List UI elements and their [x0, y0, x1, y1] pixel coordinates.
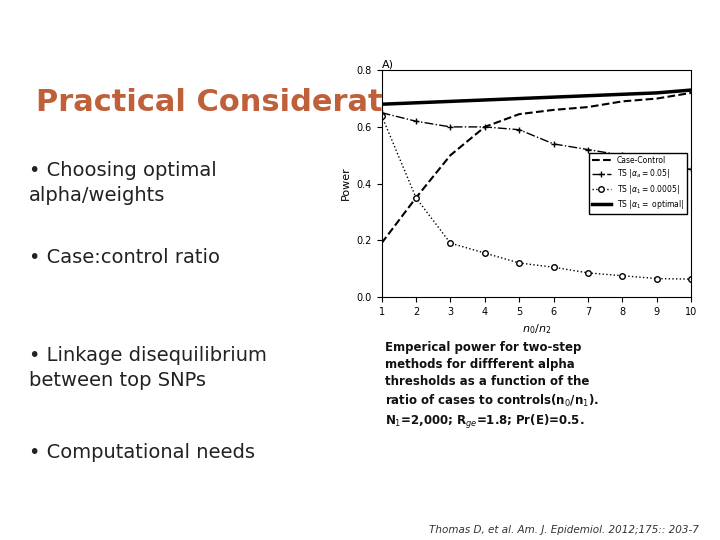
Text: Practical Considerations: Practical Considerations	[36, 88, 454, 117]
X-axis label: $n_0/n_2$: $n_0/n_2$	[522, 322, 551, 336]
Text: A): A)	[382, 59, 394, 70]
Text: Emperical power for two-step
methods for diffferent alpha
thresholds as a functi: Emperical power for two-step methods for…	[385, 341, 599, 431]
TS $|\alpha_1=$ optimal$|$	[652, 90, 661, 96]
Case-Control	[412, 194, 420, 201]
TS $|\alpha_1=$ optimal$|$	[412, 99, 420, 106]
TS $|\alpha_a= 0.05|$	[687, 166, 696, 173]
TS $|\alpha_a= 0.05|$	[584, 146, 593, 153]
Line: TS $|\alpha_a= 0.05|$: TS $|\alpha_a= 0.05|$	[378, 109, 695, 173]
TS $|\alpha_1=$ optimal$|$	[515, 95, 523, 102]
TS $|\alpha_1=$ optimal$|$	[618, 91, 626, 98]
TS $|\alpha_a= 0.05|$	[412, 118, 420, 125]
TS $|\alpha_1= 0.0005|$	[377, 112, 386, 119]
TS $|\alpha_1= 0.0005|$	[549, 264, 558, 271]
TS $|\alpha_a= 0.05|$	[377, 110, 386, 116]
TS $|\alpha_a= 0.05|$	[618, 152, 626, 159]
Text: • Linkage disequilibrium
between top SNPs: • Linkage disequilibrium between top SNP…	[29, 346, 266, 389]
TS $|\alpha_1=$ optimal$|$	[377, 101, 386, 107]
Case-Control	[549, 106, 558, 113]
Line: TS $|\alpha_1=$ optimal$|$: TS $|\alpha_1=$ optimal$|$	[382, 90, 691, 104]
TS $|\alpha_1= 0.0005|$	[446, 240, 455, 246]
Line: Case-Control: Case-Control	[382, 93, 691, 243]
Y-axis label: Power: Power	[341, 167, 351, 200]
TS $|\alpha_1= 0.0005|$	[412, 194, 420, 201]
Case-Control	[687, 90, 696, 96]
Text: Thomas D, et al. Am. J. Epidemiol. 2012;175:: 203-7: Thomas D, et al. Am. J. Epidemiol. 2012;…	[428, 525, 698, 535]
Case-Control	[515, 111, 523, 117]
TS $|\alpha_a= 0.05|$	[515, 126, 523, 133]
TS $|\alpha_1=$ optimal$|$	[446, 98, 455, 105]
TS $|\alpha_1= 0.0005|$	[515, 260, 523, 266]
TS $|\alpha_1= 0.0005|$	[618, 273, 626, 279]
Text: • Case:control ratio: • Case:control ratio	[29, 248, 220, 267]
TS $|\alpha_1= 0.0005|$	[584, 269, 593, 276]
TS $|\alpha_a= 0.05|$	[652, 160, 661, 167]
TS $|\alpha_1= 0.0005|$	[480, 250, 489, 256]
Case-Control	[480, 124, 489, 130]
TS $|\alpha_a= 0.05|$	[446, 124, 455, 130]
TS $|\alpha_1=$ optimal$|$	[687, 87, 696, 93]
TS $|\alpha_1= 0.0005|$	[652, 275, 661, 282]
TS $|\alpha_1=$ optimal$|$	[549, 94, 558, 100]
TS $|\alpha_a= 0.05|$	[549, 140, 558, 147]
Case-Control	[652, 95, 661, 102]
TS $|\alpha_1=$ optimal$|$	[584, 92, 593, 99]
Case-Control	[446, 152, 455, 159]
Case-Control	[377, 240, 386, 246]
Case-Control	[618, 98, 626, 105]
Line: TS $|\alpha_1= 0.0005|$: TS $|\alpha_1= 0.0005|$	[379, 113, 694, 282]
TS $|\alpha_1=$ optimal$|$	[480, 97, 489, 103]
TS $|\alpha_a= 0.05|$	[480, 124, 489, 130]
Case-Control	[584, 104, 593, 110]
Text: • Computational needs: • Computational needs	[29, 443, 255, 462]
Legend: Case-Control, TS $|\alpha_a= 0.05|$, TS $|\alpha_1= 0.0005|$, TS $|\alpha_1=$ op: Case-Control, TS $|\alpha_a= 0.05|$, TS …	[589, 153, 688, 214]
Text: • Choosing optimal
alpha/weights: • Choosing optimal alpha/weights	[29, 161, 217, 205]
TS $|\alpha_1= 0.0005|$	[687, 276, 696, 282]
